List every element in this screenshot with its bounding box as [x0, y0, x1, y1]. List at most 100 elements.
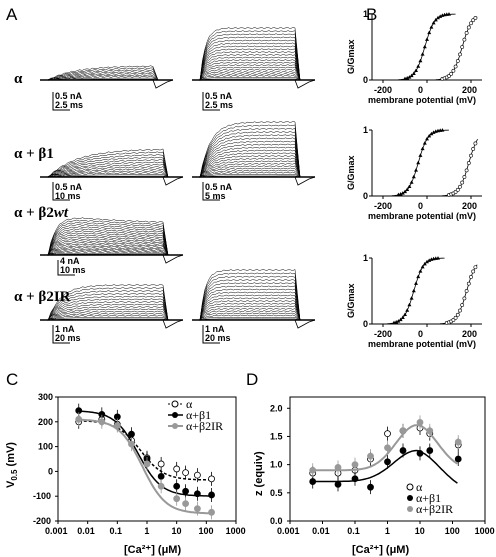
- chart-d-point: [351, 475, 359, 483]
- chart-d-xlabel: [Ca²⁺] (μM): [352, 544, 409, 556]
- svg-text:0.5 nA: 0.5 nA: [205, 182, 233, 192]
- row-label-alpha-beta2ir: α + β2IR: [14, 289, 71, 305]
- legend-d-beta1: α+β1: [416, 491, 441, 505]
- gv-ytick-label: 1: [363, 125, 368, 135]
- chart-c-point: [173, 482, 181, 490]
- gv-point: [403, 189, 407, 194]
- svg-text:0.5 nA: 0.5 nA: [55, 182, 83, 192]
- scale-bar-row4-right: 1 nA 20 ms: [202, 324, 231, 344]
- gv-point: [466, 161, 471, 165]
- gv-point: [427, 133, 432, 138]
- gv-point: [447, 74, 451, 78]
- gv-point: [422, 261, 427, 266]
- scale-bar-row4-left: 1 nA 20 ms: [52, 324, 81, 344]
- chart-d-point: [351, 461, 359, 469]
- svg-text:10 ms: 10 ms: [60, 265, 86, 275]
- legend-d-alpha: α: [416, 480, 423, 494]
- gv-point: [414, 281, 418, 285]
- gv-point: [418, 58, 423, 63]
- gv-point: [473, 141, 478, 146]
- chart-d: 0.001 0.01 0.1 1 10 100 1000 0.0 0.5 1.0 1.5 2.0 [C…: [253, 396, 495, 556]
- gv-point: [425, 259, 429, 264]
- gv-point: [436, 256, 440, 260]
- chart-c-point: [194, 505, 201, 513]
- gv-point: [471, 147, 476, 151]
- chart-c-ytick-label: -200: [33, 516, 51, 526]
- gv-xtick-label: 200: [462, 85, 477, 95]
- gv-xtick-label: 200: [462, 329, 477, 339]
- chart-c-point: [98, 418, 106, 426]
- gv-point: [431, 20, 436, 25]
- chart-c-point: [194, 471, 201, 479]
- chart-c-point: [128, 440, 135, 448]
- gv-plot-1: -200 0 200 1 0 G/Gmax membrane potential (mV): [346, 9, 482, 105]
- gv-fit-curve: [398, 13, 456, 81]
- gv-point: [396, 319, 401, 323]
- gv-point: [471, 269, 476, 274]
- gv-point: [425, 37, 429, 41]
- chart-d-point: [367, 452, 374, 460]
- chart-d-xtick-label: 0.001: [277, 526, 300, 536]
- scale-bar-row2-left: 0.5 nA 10 ms: [52, 182, 83, 201]
- chart-c-xtick-label: 100: [199, 526, 214, 536]
- gv-point: [429, 131, 434, 136]
- gv-point: [427, 258, 432, 262]
- gv-point: [464, 289, 469, 293]
- chart-d-xtick-label: 100: [445, 526, 460, 536]
- gv-point: [440, 128, 445, 132]
- gv-point: [422, 44, 427, 49]
- gv-point: [409, 180, 414, 184]
- chart-d-ytick-label: 2.0: [270, 403, 283, 413]
- gv-point: [451, 68, 456, 73]
- chart-c-point: [143, 460, 151, 468]
- gv-point: [433, 17, 438, 22]
- gv-point: [400, 315, 405, 320]
- gv-point: [431, 130, 436, 134]
- legend-c-beta2ir: α+β2IR: [186, 419, 223, 433]
- trace-row2-right: [192, 121, 316, 186]
- svg-text:2.5 ms: 2.5 ms: [55, 100, 83, 110]
- panel-label-c: C: [6, 370, 18, 389]
- gv-ytick-label: 1: [363, 253, 368, 263]
- chart-c-point: [182, 500, 189, 508]
- chart-d-point: [334, 464, 342, 471]
- svg-text:1 nA: 1 nA: [205, 324, 225, 334]
- gv-point: [469, 153, 473, 158]
- scale-bar-row1-left: 0.5 nA 2.5 ms: [52, 91, 83, 111]
- gv-ylabel: G/Gmax: [346, 155, 356, 190]
- chart-c-xtick-label: 0.01: [77, 526, 95, 536]
- gv-point: [420, 52, 425, 56]
- gv-xtick-label: 0: [418, 85, 423, 95]
- chart-d-point: [426, 447, 434, 454]
- chart-d-point: [399, 427, 407, 435]
- trace-row4-left: [40, 284, 184, 329]
- chart-d-xtick-label: 0.01: [312, 526, 330, 536]
- gv-point: [407, 75, 412, 79]
- gv-point: [405, 308, 410, 312]
- gv-point: [418, 269, 423, 273]
- svg-text:4 nA: 4 nA: [60, 256, 80, 266]
- gv-point: [409, 73, 414, 78]
- chart-c-ytick-label: 100: [38, 442, 53, 452]
- gv-point: [400, 191, 405, 195]
- trace-row2-left: [40, 148, 184, 186]
- chart-d-point: [334, 480, 342, 488]
- trace-row1-left: [40, 65, 174, 89]
- chart-c-ytick-label: 200: [38, 417, 53, 427]
- gv-point: [447, 12, 451, 16]
- gv-point: [473, 16, 478, 20]
- svg-text:5 ms: 5 ms: [205, 191, 226, 201]
- chart-c-xtick-label: 1000: [226, 526, 246, 536]
- gv-point: [414, 68, 418, 72]
- gv-xtick-label: 0: [418, 329, 423, 339]
- gv-xtick-label: 0: [418, 201, 423, 211]
- gv-point: [453, 315, 458, 320]
- trace-row3-left: [40, 217, 184, 264]
- gv-xtick-label: -200: [374, 85, 392, 95]
- chart-c-point: [173, 465, 181, 473]
- gv-point: [398, 317, 403, 322]
- gv-point: [460, 180, 465, 185]
- chart-d-xtick-label: 1000: [475, 526, 495, 536]
- gv-point: [453, 190, 458, 194]
- gv-point: [394, 320, 399, 324]
